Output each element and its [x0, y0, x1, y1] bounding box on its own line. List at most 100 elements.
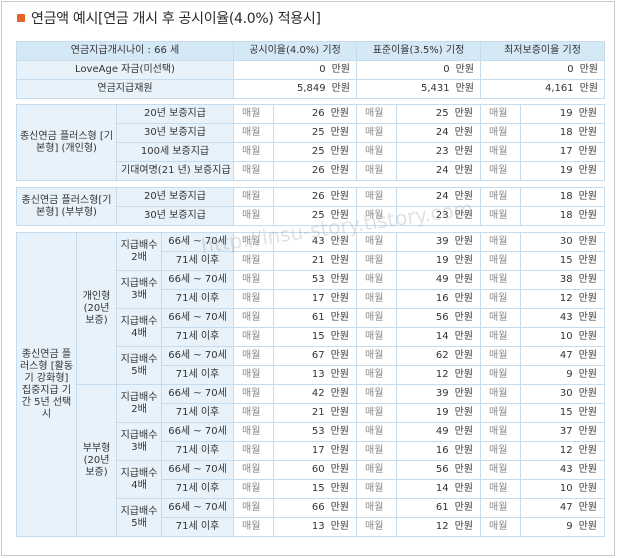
amount-cell: 26 만원	[273, 104, 357, 124]
amount-value: 39	[435, 236, 449, 247]
amount-unit: 만원	[331, 83, 350, 94]
amount-value: 12	[435, 521, 449, 532]
amount-value: 56	[435, 312, 449, 323]
table-row: 연금지급재원 5,849 만원 5,431 만원 4,161 만원	[16, 79, 605, 99]
amount-value: 25	[311, 210, 325, 221]
summary-table: 연금지급개시나이 : 66 세 공시이율(4.0%) 기정 표준이율(3.5%)…	[16, 41, 605, 99]
row-label: 30년 보증지급	[116, 206, 234, 226]
period-label: 매월	[356, 308, 397, 328]
amount-unit: 만원	[454, 108, 473, 119]
amount-unit: 만원	[330, 293, 349, 304]
amount-cell: 19 만원	[520, 104, 605, 124]
amount-value: 18	[559, 127, 573, 138]
period-label: 매월	[480, 422, 521, 442]
amount-unit: 만원	[578, 464, 597, 475]
amount-unit: 만원	[578, 108, 597, 119]
amount-value: 18	[559, 210, 573, 221]
amount-value: 67	[311, 350, 325, 361]
period-label: 매월	[480, 365, 521, 385]
amount-unit: 만원	[330, 255, 349, 266]
amount-value: 14	[435, 331, 449, 342]
value-cell: 4,161 만원	[480, 79, 605, 99]
row-label: LoveAge 자금(미선택)	[16, 60, 234, 80]
amount-cell: 49 만원	[396, 422, 481, 442]
amount-unit: 만원	[330, 312, 349, 323]
period-label: 매월	[233, 498, 274, 518]
table-row: 71세 이후 매월 17 만원 매월 16 만원 매월 12 만원	[17, 441, 605, 461]
age-range-label: 71세 이후	[161, 517, 234, 537]
period-label: 매월	[356, 517, 397, 537]
table-row: 종신연금 플러스형[기본형] (부부형) 20년 보증지급 매월 26 만원 매월 24 만원…	[16, 187, 605, 226]
period-label: 매월	[356, 498, 397, 518]
amount-unit: 만원	[330, 426, 349, 437]
amount-value: 10	[559, 331, 573, 342]
period-label: 매월	[233, 517, 274, 537]
amount-cell: 14 만원	[396, 327, 481, 347]
amount-unit: 만원	[454, 407, 473, 418]
amount-unit: 만원	[454, 521, 473, 532]
amount-value: 23	[435, 210, 449, 221]
period-label: 매월	[356, 441, 397, 461]
multiplier-label: 지급배수 5배	[116, 498, 162, 537]
age-range-label: 71세 이후	[161, 327, 234, 347]
amount-unit: 만원	[578, 483, 597, 494]
period-label: 매월	[356, 123, 397, 143]
section3-table: 종신연금 플러스형 [활동기 강화형] 집중지급 기간 5년 선택시 개인형 (2…	[16, 232, 605, 537]
age-range-label: 71세 이후	[161, 289, 234, 309]
amount-cell: 60 만원	[273, 460, 357, 480]
amount-unit: 만원	[330, 407, 349, 418]
amount-value: 17	[311, 445, 325, 456]
amount-unit: 만원	[454, 146, 473, 157]
amount-unit: 만원	[578, 331, 597, 342]
amount-unit: 만원	[454, 127, 473, 138]
amount-cell: 23 만원	[396, 206, 481, 226]
amount-unit: 만원	[330, 210, 349, 221]
amount-value: 12	[559, 293, 573, 304]
amount-value: 0	[319, 64, 326, 75]
amount-cell: 16 만원	[396, 289, 481, 309]
amount-value: 14	[435, 483, 449, 494]
age-range-label: 66세 ~ 70세	[161, 308, 234, 328]
amount-value: 19	[435, 407, 449, 418]
amount-cell: 19 만원	[396, 403, 481, 423]
period-label: 매월	[233, 365, 274, 385]
amount-value: 25	[435, 108, 449, 119]
amount-cell: 15 만원	[520, 403, 605, 423]
amount-value: 49	[435, 274, 449, 285]
amount-unit: 만원	[578, 236, 597, 247]
amount-unit: 만원	[578, 274, 597, 285]
page-title: 연금액 예시[연금 개시 후 공시이율(4.0%) 적용시]	[17, 8, 321, 28]
amount-unit: 만원	[455, 64, 474, 75]
page-title-text: 연금액 예시[연금 개시 후 공시이율(4.0%) 적용시]	[31, 11, 321, 27]
amount-cell: 30 만원	[520, 232, 605, 252]
amount-unit: 만원	[330, 127, 349, 138]
amount-value: 13	[311, 369, 325, 380]
amount-value: 47	[559, 350, 573, 361]
amount-value: 26	[311, 165, 325, 176]
period-label: 매월	[356, 187, 397, 207]
amount-unit: 만원	[454, 191, 473, 202]
period-label: 매월	[480, 384, 521, 404]
period-label: 매월	[480, 104, 521, 124]
amount-value: 25	[311, 127, 325, 138]
period-label: 매월	[480, 441, 521, 461]
table-row: 지급배수 5배 66세 ~ 70세 매월 66 만원 매월 61 만원 매월 47 만원	[17, 498, 605, 537]
amount-value: 9	[566, 369, 573, 380]
age-range-label: 66세 ~ 70세	[161, 498, 234, 518]
section1-label: 종신연금 플러스형 [기본형] (개인형)	[16, 104, 117, 181]
amount-cell: 56 만원	[396, 460, 481, 480]
period-label: 매월	[480, 270, 521, 290]
amount-value: 38	[559, 274, 573, 285]
period-label: 매월	[480, 161, 521, 181]
amount-cell: 15 만원	[273, 479, 357, 499]
amount-unit: 만원	[454, 502, 473, 513]
amount-value: 43	[311, 236, 325, 247]
group-label: 부부형 (20년 보증)	[76, 384, 117, 537]
amount-value: 21	[311, 407, 325, 418]
table-row: 지급배수 5배 66세 ~ 70세 매월 67 만원 매월 62 만원 매월 47 만원	[17, 346, 605, 385]
table-row: 종신연금 플러스형 [기본형] (개인형) 20년 보증지급 매월 26 만원 매월 25 만…	[16, 104, 605, 181]
amount-cell: 61 만원	[396, 498, 481, 518]
amount-unit: 만원	[578, 146, 597, 157]
period-label: 매월	[233, 441, 274, 461]
amount-unit: 만원	[578, 350, 597, 361]
